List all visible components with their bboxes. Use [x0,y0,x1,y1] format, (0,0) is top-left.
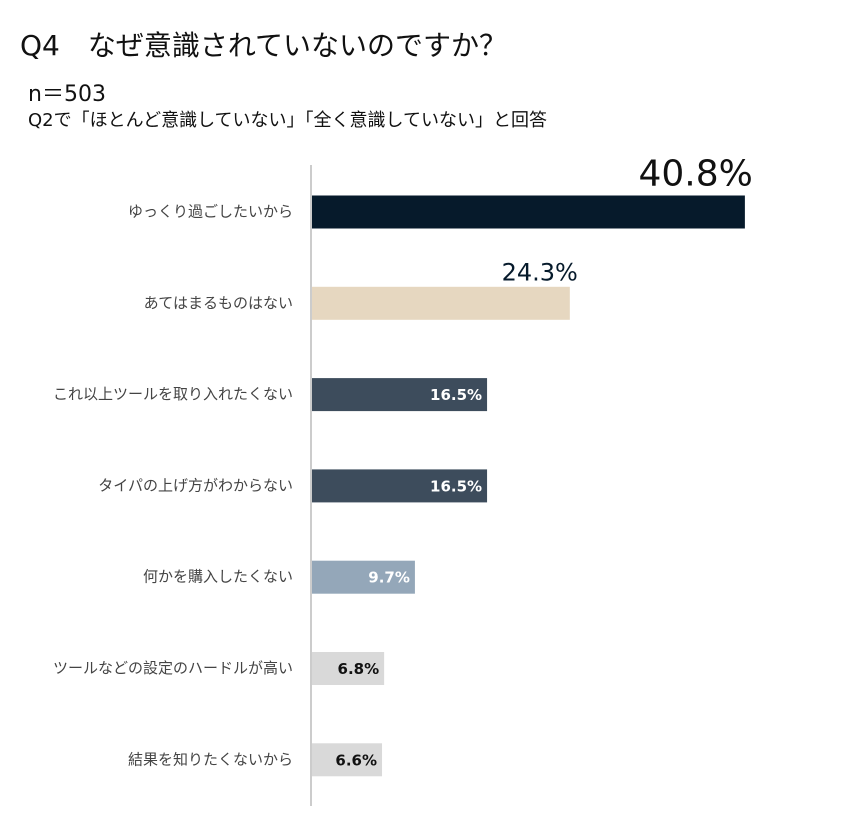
value-label: 6.6% [335,751,377,769]
subtitle: Q2で「ほとんど意識していない」「全く意識していない」と回答 [28,110,547,131]
bar [312,652,385,685]
bar [312,743,383,777]
category-label: タイパの上げ方がわからない [98,476,293,494]
category-label: あてはまるものはない [144,294,293,312]
bar [312,469,488,503]
value-label: 16.5% [430,386,482,404]
bar [312,378,488,412]
sample-size: n＝503 [28,82,106,107]
chart-title: Q4 なぜ意識されていないのですか？ [20,29,507,62]
value-label: 24.3% [502,259,578,287]
value-label: 40.8% [639,154,753,195]
bar [312,560,415,594]
category-label: 何かを購入したくない [143,568,293,586]
category-label: ツールなどの設定のハードルが高い [53,659,293,677]
category-label: 結果を知りたくないから [128,750,293,768]
value-label: 6.8% [338,660,380,678]
bar [312,195,745,229]
category-label: これ以上ツールを取り入れたくない [53,385,293,403]
category-label: ゆっくり過ごしたいから [128,203,293,221]
value-label: 9.7% [368,569,410,587]
bar [312,286,570,320]
value-label: 16.5% [430,477,482,495]
